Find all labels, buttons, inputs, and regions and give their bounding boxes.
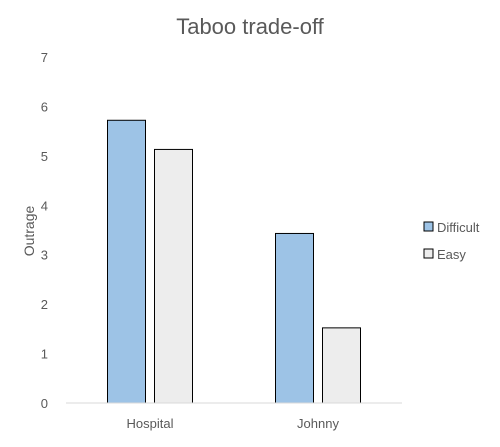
y-tick-label: 2 <box>41 297 48 312</box>
x-tick-label: Hospital <box>127 416 174 431</box>
y-tick-label: 0 <box>41 396 48 411</box>
x-axis-ticks: Hospital Johnny <box>127 416 340 431</box>
legend: Difficult Easy <box>423 220 480 262</box>
chart-title: Taboo trade-off <box>176 14 324 39</box>
y-axis-ticks: 0 1 2 3 4 5 6 7 <box>41 50 48 411</box>
bar-hospital-difficult <box>107 119 146 404</box>
y-tick-label: 7 <box>41 50 48 65</box>
legend-swatch-difficult <box>423 221 434 232</box>
y-tick-label: 6 <box>41 99 48 114</box>
y-tick-label: 3 <box>41 248 48 263</box>
legend-label-easy: Easy <box>437 247 466 262</box>
y-tick-label: 1 <box>41 347 48 362</box>
bar-hospital-easy <box>154 148 193 404</box>
y-tick-label: 5 <box>41 149 48 164</box>
legend-label-difficult: Difficult <box>437 220 480 235</box>
y-tick-label: 4 <box>41 198 48 213</box>
x-tick-label: Johnny <box>297 416 339 431</box>
bar-johnny-easy <box>322 327 361 404</box>
y-axis-label: Outrage <box>21 205 37 256</box>
bar-johnny-difficult <box>275 232 314 404</box>
bars <box>107 119 361 404</box>
legend-swatch-easy <box>423 248 434 259</box>
